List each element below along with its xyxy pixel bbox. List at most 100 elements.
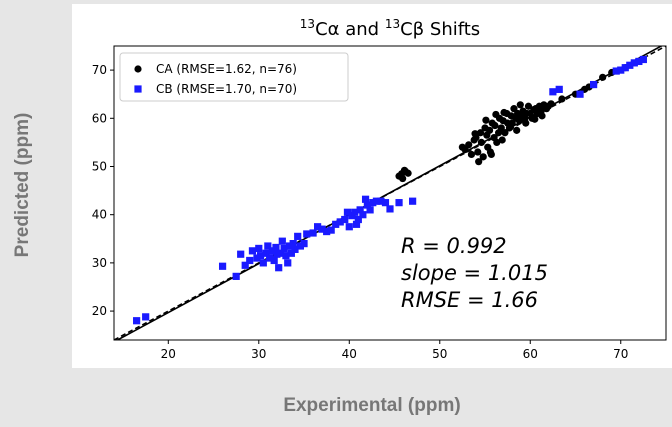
data-point-ca (477, 138, 485, 146)
data-point-ca (506, 123, 514, 131)
data-point-cb (276, 249, 285, 257)
chart-legend: CA (RMSE=1.62, n=76) CB (RMSE=1.70, n=70) (119, 52, 349, 102)
data-point-cb (275, 264, 283, 272)
data-point-ca (524, 102, 533, 110)
y-tick-label: 50 (92, 159, 107, 173)
data-point-cb (359, 211, 367, 219)
data-point-cb (590, 80, 598, 89)
data-point-cb (549, 88, 557, 96)
annotation-line: R = 0.992 (401, 234, 507, 258)
data-point-cb (303, 230, 311, 238)
data-point-cb (270, 256, 278, 265)
data-point-cb (291, 245, 299, 253)
x-axis-outer-label: Experimental (ppm) (283, 395, 461, 416)
x-tick-label: 40 (342, 347, 357, 361)
data-point-ca (482, 116, 490, 124)
data-point-cb (266, 254, 274, 262)
data-point-cb (259, 259, 267, 267)
data-point-cb (280, 244, 288, 253)
data-point-cb (142, 313, 150, 321)
data-point-ca (475, 158, 483, 166)
data-point-ca (487, 150, 495, 159)
data-point-ca (500, 108, 508, 117)
y-tick-label: 40 (92, 208, 107, 222)
legend-marker-cb (134, 85, 142, 93)
data-point-cb (327, 226, 335, 234)
data-point-ca (513, 126, 521, 134)
data-point-ca (465, 141, 473, 149)
data-point-cb (248, 247, 257, 255)
data-point-cb (241, 261, 249, 269)
data-point-ca (467, 150, 476, 159)
data-point-cb (332, 220, 340, 228)
legend-marker-ca (134, 65, 142, 73)
data-point-ca (558, 95, 566, 103)
data-point-cb (352, 220, 361, 228)
data-point-cb (264, 242, 272, 250)
data-point-cb (576, 90, 584, 98)
data-point-cb (381, 199, 390, 207)
data-point-cb (626, 61, 634, 69)
y-tick-label: 30 (92, 256, 107, 270)
data-point-cb (361, 195, 370, 203)
data-point-cb (635, 57, 643, 66)
data-point-cb (343, 208, 352, 216)
legend-label: CB (RMSE=1.70, n=70) (156, 82, 297, 96)
data-point-cb (409, 197, 417, 205)
data-point-cb (639, 55, 647, 64)
data-point-cb (386, 205, 394, 213)
legend-label: CA (RMSE=1.62, n=76) (156, 62, 297, 76)
data-point-ca (547, 100, 555, 108)
data-point-cb (272, 243, 280, 252)
data-point-cb (255, 244, 263, 253)
data-point-cb (218, 262, 227, 270)
data-point-cb (345, 223, 353, 231)
data-point-cb (366, 206, 374, 214)
data-point-ca (471, 130, 479, 138)
data-point-cb (630, 59, 638, 67)
chart-title: 13Cα and 13Cβ Shifts (300, 17, 480, 40)
data-point-ca (400, 166, 409, 174)
annotation-line: slope = 1.015 (401, 261, 548, 285)
data-point-ca (479, 153, 487, 161)
data-point-cb (617, 66, 625, 74)
x-tick-label: 50 (432, 347, 447, 361)
scatter-chart: 20 30 40 50 60 70 20 30 40 50 60 70 13Cα and 13Cβ S… (92, 17, 667, 361)
data-point-ca (476, 129, 485, 137)
data-point-cb (284, 259, 292, 267)
data-point-cb (273, 250, 281, 258)
data-point-cb (377, 197, 385, 205)
data-point-cb (555, 85, 563, 93)
chart-figure: 20 30 40 50 60 70 20 30 40 50 60 70 13Cα and 13Cβ S… (72, 4, 672, 368)
data-point-cb (323, 227, 331, 236)
data-point-ca (399, 174, 407, 183)
data-point-cb (300, 240, 308, 248)
data-point-cb (294, 232, 302, 240)
data-point-ca (485, 126, 494, 134)
data-point-ca (493, 138, 501, 146)
data-point-cb (314, 223, 322, 231)
data-point-cb (256, 252, 265, 260)
x-tick-label: 70 (613, 347, 628, 361)
data-point-cb (395, 199, 403, 207)
x-tick-label: 20 (161, 347, 176, 361)
data-point-cb (246, 256, 254, 265)
data-point-cb (253, 254, 261, 262)
data-point-cb (621, 64, 629, 72)
y-tick-label: 60 (92, 111, 107, 125)
data-point-cb (268, 247, 276, 255)
data-point-cb (341, 215, 349, 224)
data-point-ca (501, 129, 509, 137)
data-point-ca (492, 110, 500, 119)
data-point-cb (282, 252, 290, 260)
data-point-ca (491, 121, 499, 130)
data-point-ca (538, 112, 546, 120)
data-point-ca (474, 148, 482, 156)
data-point-cb (309, 229, 317, 237)
data-point-cb (237, 250, 245, 258)
y-tick-label: 70 (92, 63, 107, 77)
data-point-cb (369, 199, 377, 207)
data-point-ca (516, 101, 524, 109)
data-point-cb (363, 201, 371, 209)
data-point-cb (278, 237, 286, 245)
